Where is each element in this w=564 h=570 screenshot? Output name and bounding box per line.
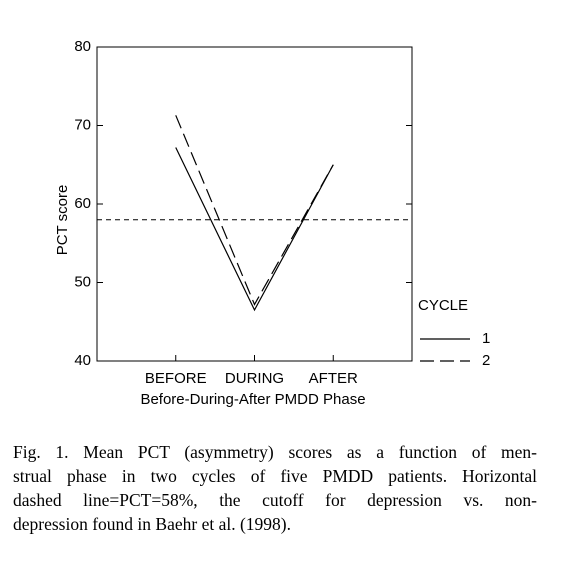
y-tick-label: 60: [74, 195, 91, 212]
y-tick-label: 80: [74, 38, 91, 55]
y-tick-label: 70: [74, 116, 91, 133]
x-tick-label: BEFORE: [145, 370, 207, 387]
caption-line: depression found in Baehr et al. (1998).: [13, 514, 291, 534]
legend-title: CYCLE: [418, 297, 468, 314]
caption-line: Fig. 1. Mean PCT (asymmetry) scores as a…: [13, 442, 537, 462]
x-tick-label: DURING: [225, 370, 284, 387]
caption-line: dashed line=PCT=58%, the cutoff for depr…: [13, 490, 537, 510]
series-line: [175, 115, 334, 306]
caption-line: strual phase in two cycles of five PMDD …: [13, 466, 537, 486]
caption: Fig. 1. Mean PCT (asymmetry) scores as a…: [13, 440, 537, 536]
y-tick-label: 40: [74, 352, 91, 369]
series-line: [175, 147, 334, 312]
plot-frame: [96, 46, 413, 362]
legend-label: 1: [482, 330, 490, 347]
legend-label: 2: [482, 352, 490, 369]
y-axis-label: PCT score: [54, 185, 71, 256]
chart: Before-During-After PMDD Phase PCT score…: [54, 38, 490, 408]
y-tick-label: 50: [74, 273, 91, 290]
x-axis-label: Before-During-After PMDD Phase: [140, 391, 365, 408]
x-tick-label: AFTER: [309, 370, 358, 387]
